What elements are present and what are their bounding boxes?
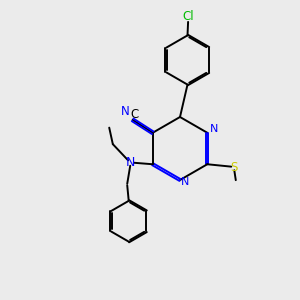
Text: N: N <box>125 156 135 169</box>
Text: N: N <box>210 124 218 134</box>
Text: N: N <box>181 177 190 188</box>
Text: Cl: Cl <box>183 10 194 23</box>
Text: C: C <box>130 108 139 121</box>
Text: N: N <box>120 105 129 118</box>
Text: S: S <box>231 161 238 174</box>
